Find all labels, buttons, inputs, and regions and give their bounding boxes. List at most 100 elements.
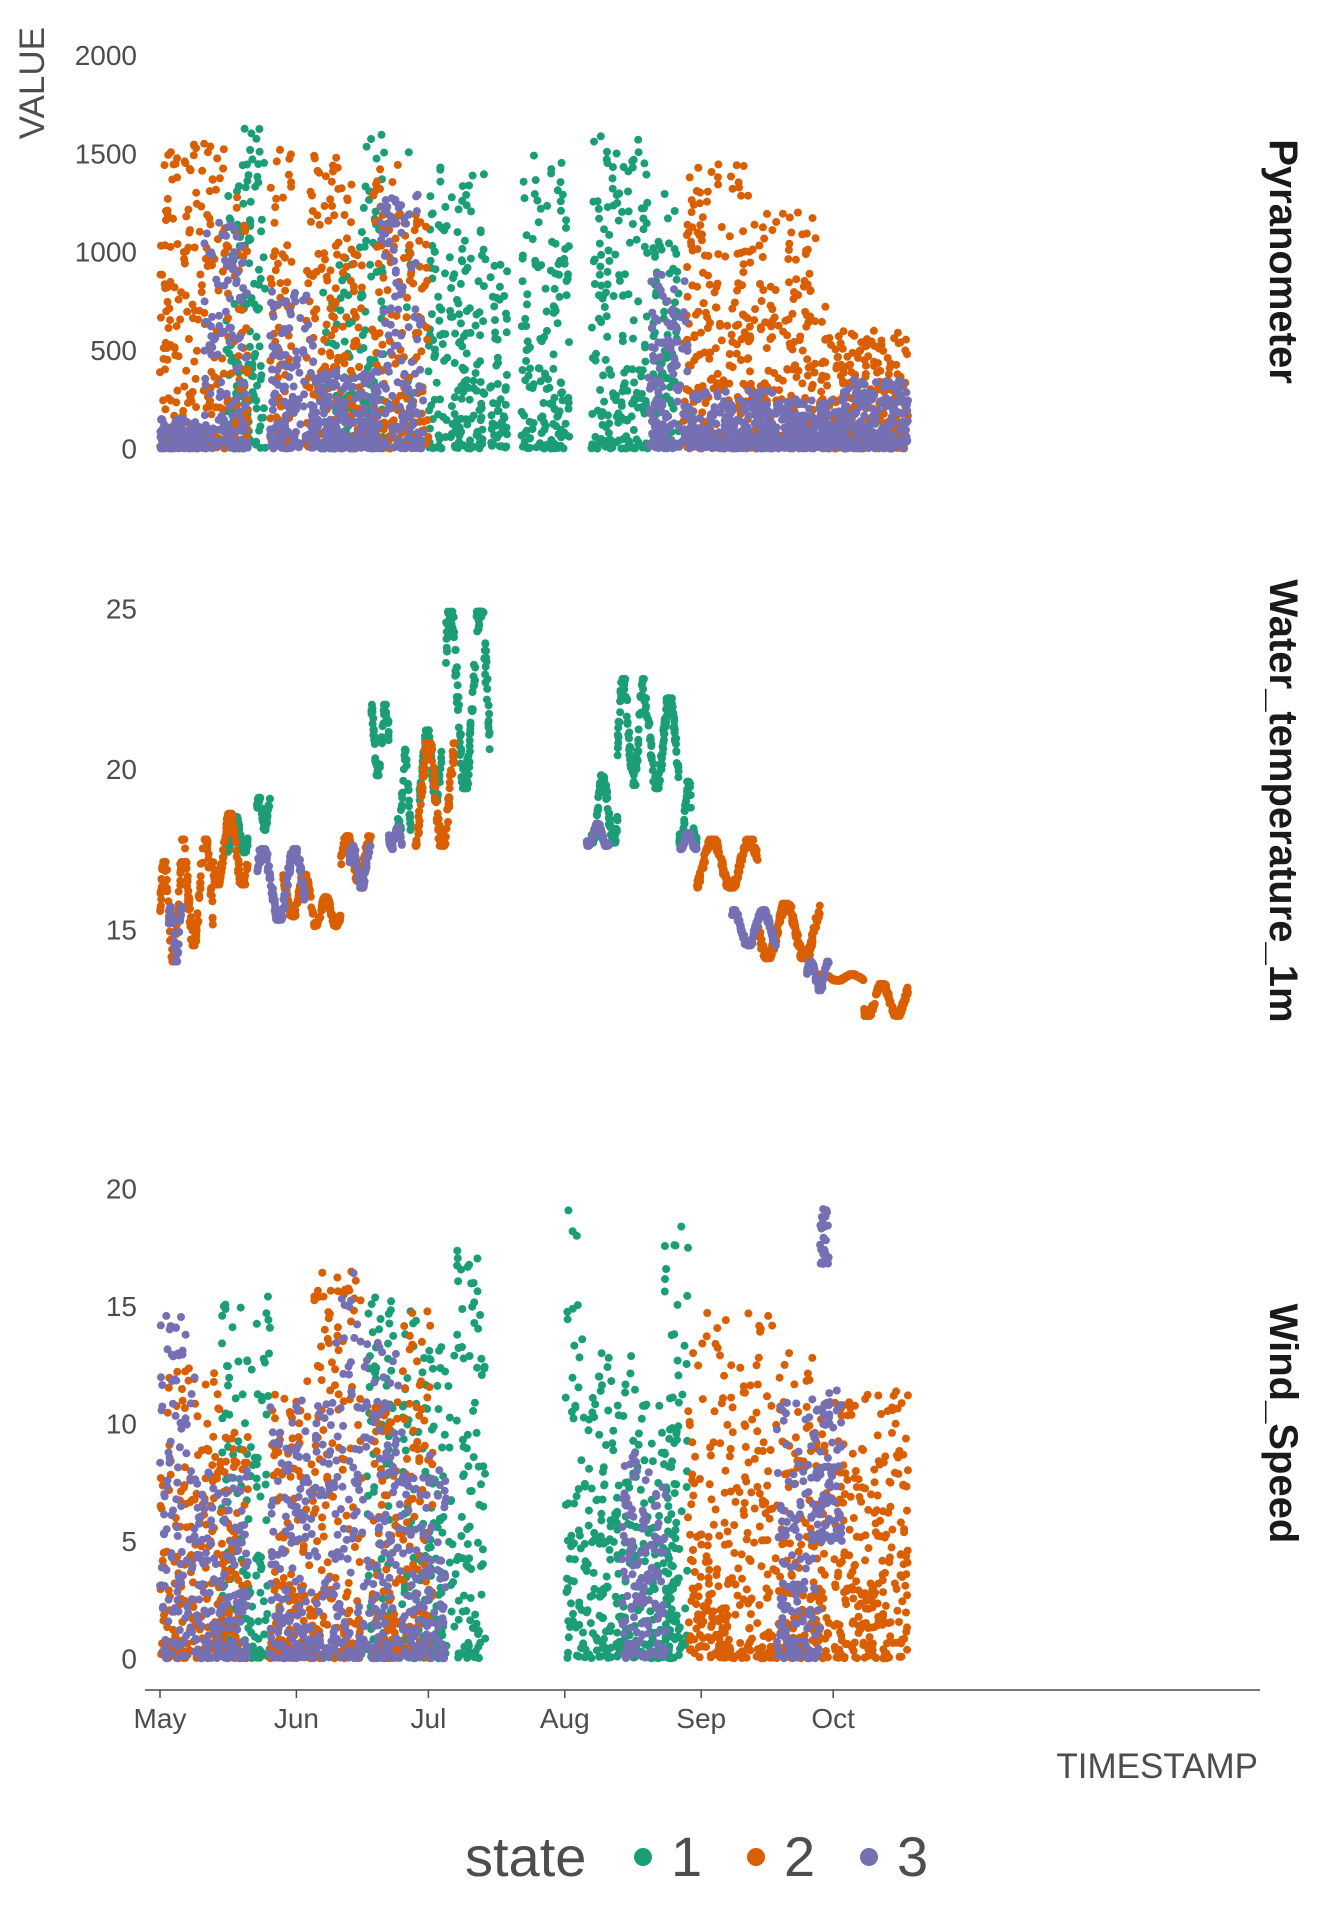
- data-point: [177, 288, 186, 297]
- data-point: [366, 260, 375, 269]
- data-point: [261, 284, 269, 293]
- data-point: [640, 242, 649, 251]
- data-point: [803, 355, 812, 364]
- data-point: [219, 420, 228, 429]
- data-point: [419, 396, 428, 405]
- data-point: [181, 844, 190, 853]
- data-point: [247, 129, 256, 138]
- data-point: [357, 228, 366, 237]
- data-point: [206, 220, 215, 229]
- data-point: [214, 286, 223, 295]
- data-point: [362, 142, 371, 151]
- data-point: [466, 254, 475, 263]
- data-point: [416, 320, 424, 329]
- data-point: [245, 259, 254, 268]
- data-point: [562, 291, 571, 300]
- data-point: [564, 270, 572, 279]
- data-point: [694, 307, 703, 316]
- data-point: [256, 274, 265, 283]
- data-point: [847, 442, 856, 451]
- data-point: [253, 381, 262, 390]
- data-point: [888, 397, 897, 406]
- data-point: [501, 400, 510, 409]
- data-point: [746, 367, 754, 376]
- data-point: [369, 725, 378, 734]
- data-point: [410, 312, 419, 321]
- data-point: [737, 335, 746, 344]
- data-point: [465, 747, 474, 756]
- data-point: [358, 373, 367, 382]
- data-point: [173, 386, 182, 395]
- data-point: [474, 277, 483, 286]
- data-point: [285, 373, 294, 381]
- data-point: [620, 379, 629, 388]
- data-point: [179, 248, 188, 257]
- data-point: [739, 162, 748, 170]
- data-point: [672, 361, 681, 370]
- data-point: [603, 147, 611, 156]
- data-point: [739, 406, 748, 415]
- data-point: [366, 355, 375, 364]
- data-point: [652, 418, 661, 427]
- data-point: [347, 180, 356, 189]
- data-point: [493, 353, 502, 362]
- data-point: [314, 421, 323, 430]
- data-point: [441, 202, 450, 211]
- data-point: [792, 373, 801, 382]
- data-point: [183, 307, 192, 316]
- data-point: [447, 429, 456, 438]
- data-point: [547, 169, 556, 178]
- data-point: [790, 433, 799, 442]
- data-point: [827, 396, 836, 405]
- data-point: [251, 182, 260, 191]
- data-point: [271, 203, 280, 212]
- data-point: [485, 709, 494, 718]
- data-point: [373, 412, 382, 421]
- data-point: [687, 237, 695, 246]
- data-point: [202, 229, 211, 238]
- data-point: [669, 370, 678, 379]
- data-point: [903, 406, 912, 415]
- data-point: [164, 324, 173, 332]
- data-point: [820, 443, 829, 452]
- data-point: [357, 304, 366, 313]
- data-point: [834, 332, 843, 341]
- data-point: [717, 336, 726, 345]
- data-point: [727, 330, 736, 339]
- data-point: [234, 334, 243, 343]
- data-point: [464, 383, 473, 392]
- data-point: [406, 249, 415, 257]
- data-point: [428, 209, 437, 218]
- data-point: [629, 426, 638, 434]
- data-point: [687, 208, 696, 217]
- data-point: [219, 369, 228, 378]
- data-point: [661, 714, 670, 723]
- data-point: [458, 182, 467, 191]
- data-point: [774, 444, 783, 453]
- data-point: [479, 245, 488, 254]
- data-point: [207, 332, 216, 341]
- data-point: [184, 205, 193, 214]
- data-point: [269, 252, 278, 261]
- data-point: [595, 790, 603, 799]
- data-point: [434, 221, 443, 230]
- data-point: [328, 202, 336, 210]
- data-point: [698, 213, 707, 222]
- series-state-3: [156, 190, 912, 453]
- data-point: [341, 381, 350, 390]
- data-point: [272, 157, 281, 166]
- data-point: [647, 343, 656, 352]
- data-point: [473, 427, 482, 436]
- data-point: [785, 213, 794, 222]
- data-point: [467, 207, 475, 216]
- data-point: [439, 413, 448, 421]
- data-point: [302, 291, 311, 300]
- data-point: [411, 305, 420, 314]
- data-point: [534, 218, 543, 227]
- data-point: [564, 242, 573, 251]
- data-point: [192, 403, 201, 412]
- data-point: [398, 412, 406, 421]
- data-point: [397, 228, 406, 237]
- data-point: [843, 352, 852, 361]
- data-point: [697, 328, 705, 337]
